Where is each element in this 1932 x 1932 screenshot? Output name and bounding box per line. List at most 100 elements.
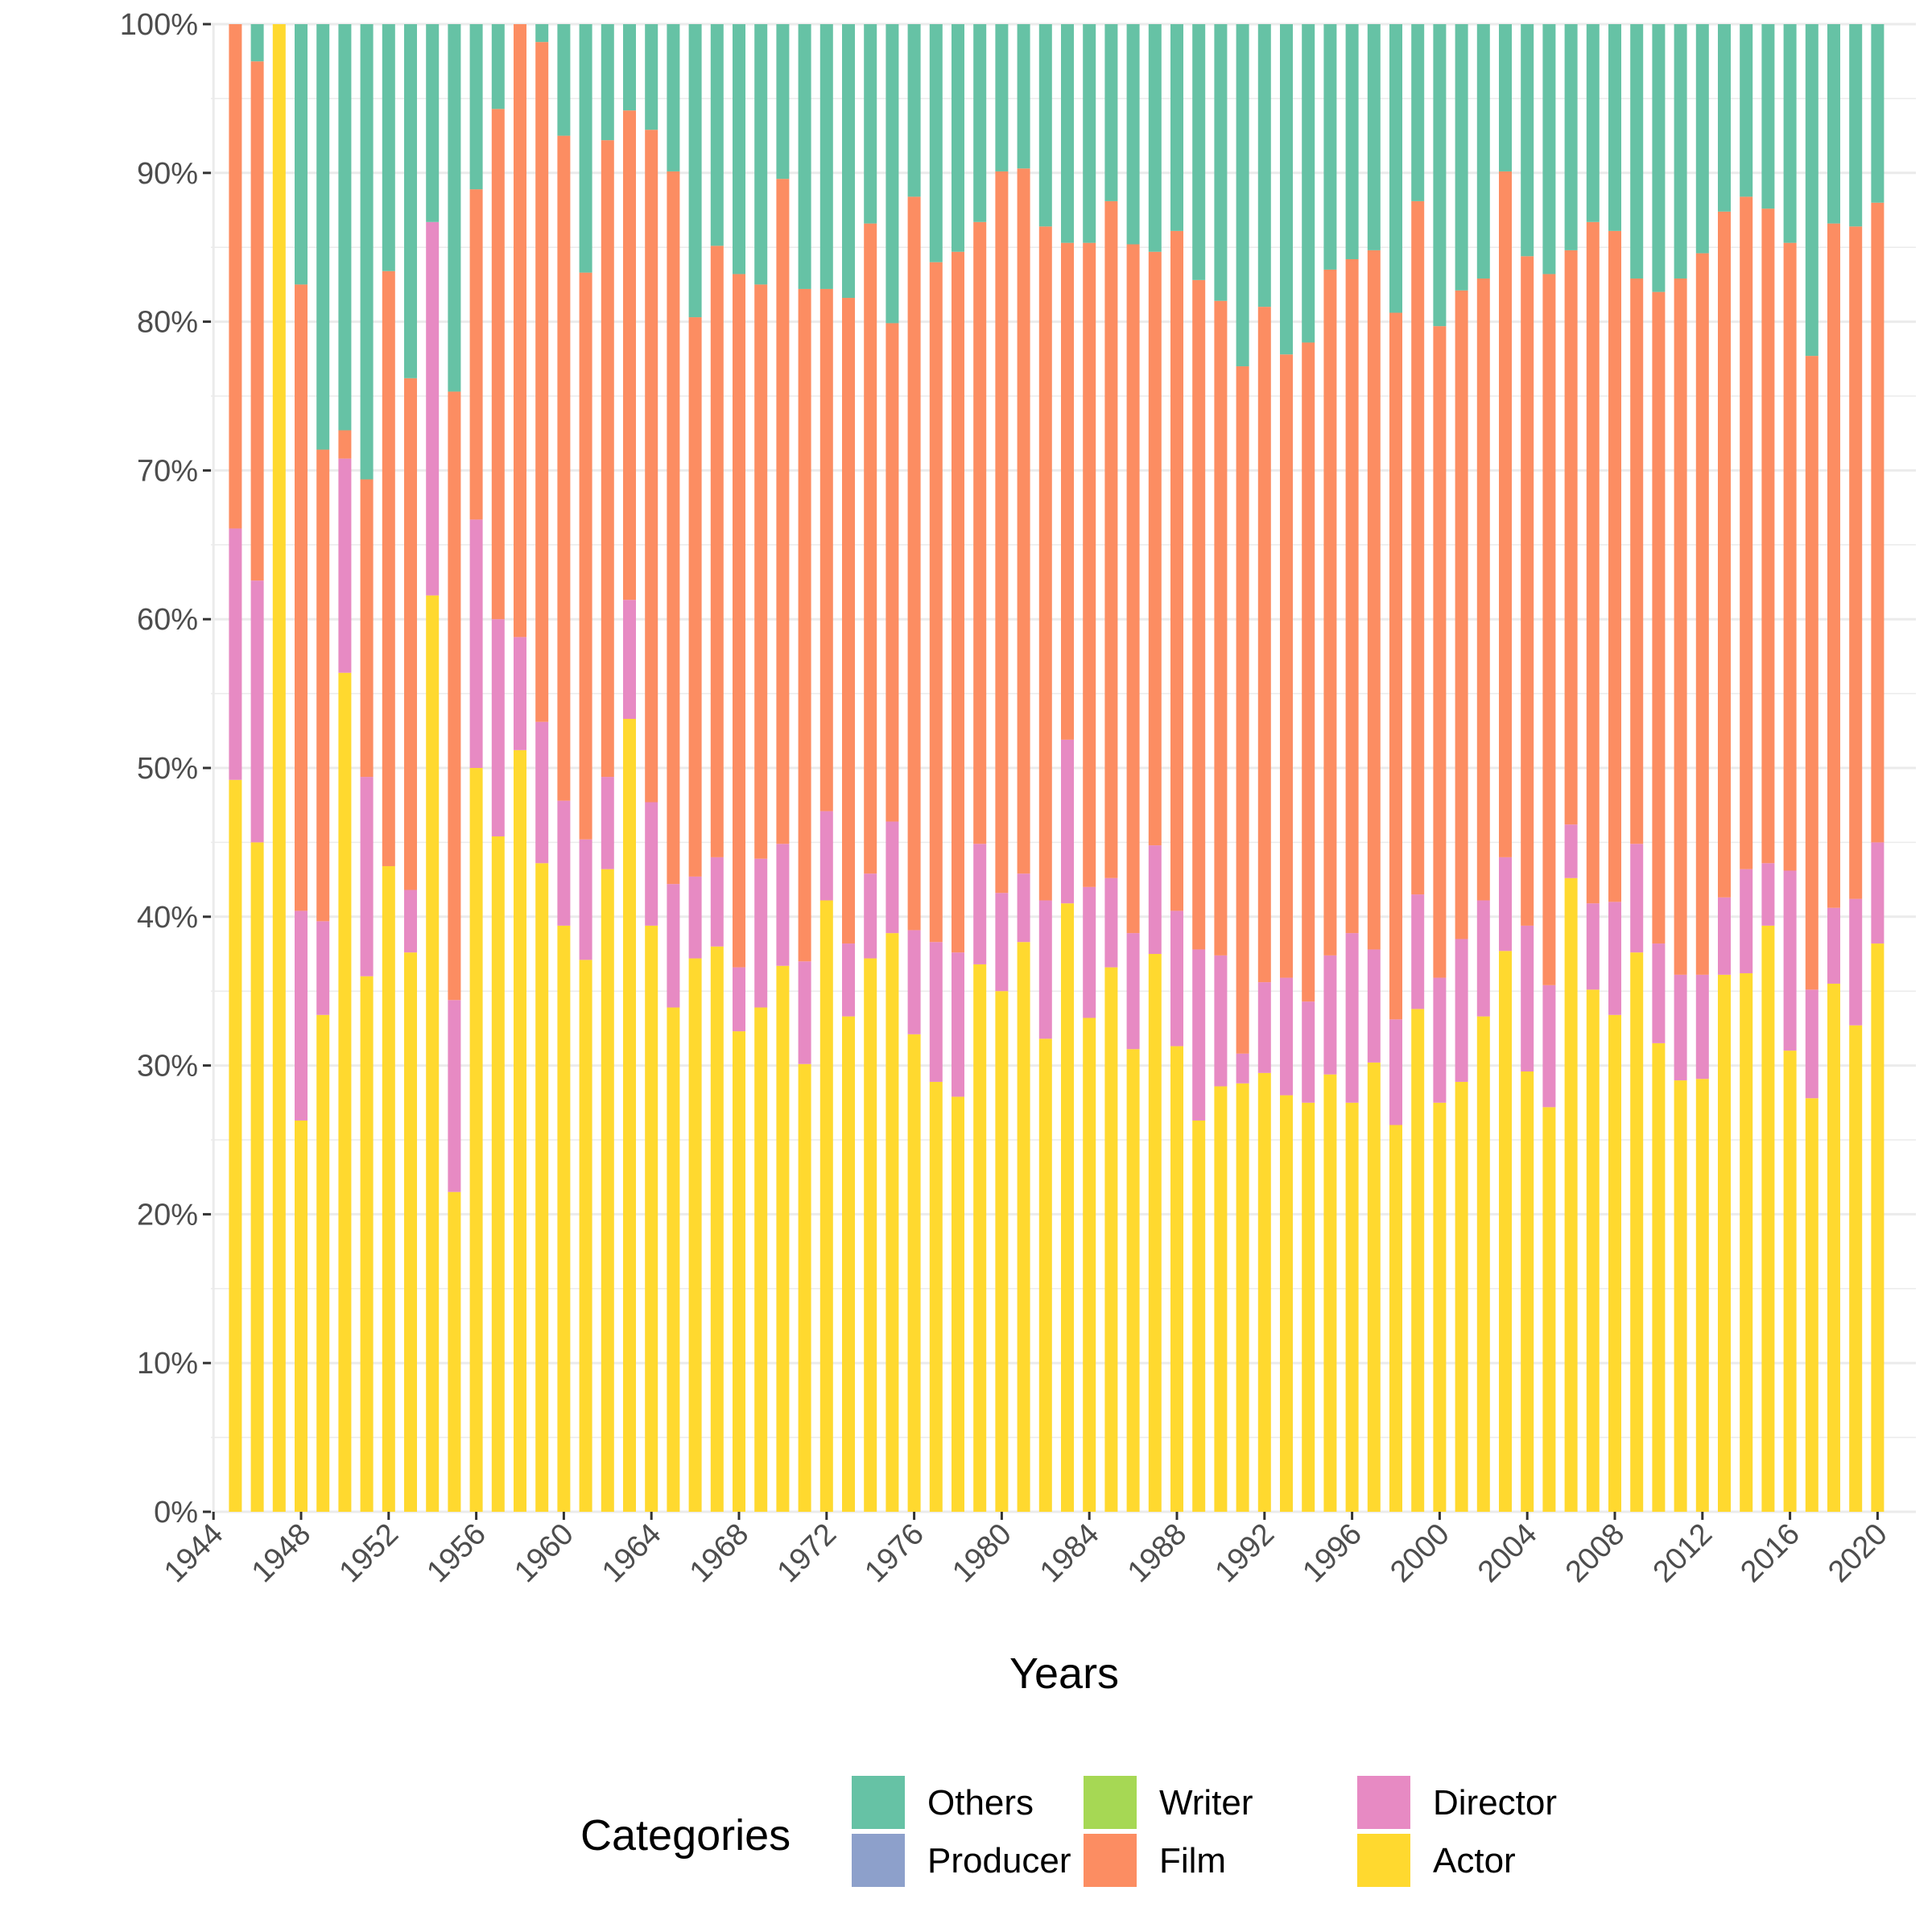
bar-segment-actor xyxy=(1586,989,1600,1512)
x-tick-label: 1976 xyxy=(858,1517,930,1589)
bar-segment-director xyxy=(1586,903,1600,990)
bar-segment-actor xyxy=(1849,1025,1863,1512)
bar-segment-others xyxy=(1499,24,1512,171)
bar-segment-director xyxy=(579,839,592,960)
bar-segment-others xyxy=(1083,24,1096,243)
bar-segment-film xyxy=(819,288,833,811)
bar-segment-director xyxy=(1740,869,1753,974)
bar-segment-actor xyxy=(886,933,899,1512)
x-axis-title: Years xyxy=(1009,1649,1119,1698)
legend-swatch-film xyxy=(1084,1834,1137,1887)
bar-segment-actor xyxy=(1740,973,1753,1512)
bar-segment-film xyxy=(710,246,724,857)
bar-segment-director xyxy=(667,884,680,1008)
bar-segment-director xyxy=(295,910,308,1121)
y-tick-label: 40% xyxy=(137,901,198,935)
bar-segment-director xyxy=(1214,955,1228,1087)
x-tick-label: 2016 xyxy=(1734,1517,1806,1589)
bar-segment-others xyxy=(798,24,811,289)
legend: Categories Others Producer Writer Film Direc… xyxy=(580,1776,1557,1887)
bar-segment-director xyxy=(1148,845,1162,954)
bar-segment-actor xyxy=(1542,1107,1556,1512)
bar-segment-director xyxy=(1652,943,1666,1043)
bar-segment-others xyxy=(776,24,790,180)
bar-segment-others xyxy=(316,24,330,450)
bar-segment-director xyxy=(1170,910,1183,1046)
bar-segment-actor xyxy=(1564,877,1578,1512)
y-tick-label: 90% xyxy=(137,157,198,191)
bar-segment-actor xyxy=(1367,1062,1381,1512)
bar-segment-others xyxy=(886,24,899,324)
bar-segment-others xyxy=(491,24,505,109)
bar-segment-film xyxy=(1104,200,1118,878)
bar-segment-actor xyxy=(469,768,483,1512)
bar-segment-director xyxy=(886,821,899,934)
y-tick-label: 100% xyxy=(120,8,198,42)
bar-segment-others xyxy=(1805,24,1818,357)
bar-segment-others xyxy=(426,24,440,222)
bar-segment-others xyxy=(1740,24,1753,197)
bar-segment-director xyxy=(316,921,330,1015)
bar-segment-film xyxy=(1061,242,1074,740)
bar-segment-actor xyxy=(601,869,614,1512)
x-tick-label: 1972 xyxy=(771,1517,843,1589)
bar-segment-director xyxy=(1630,844,1644,953)
bar-segment-director xyxy=(1192,949,1206,1121)
bar-segment-film xyxy=(1323,269,1337,956)
x-tick-label: 2020 xyxy=(1822,1517,1893,1589)
bar-segment-actor xyxy=(535,863,549,1512)
bar-segment-actor xyxy=(776,965,790,1512)
bar-segment-others xyxy=(645,24,658,130)
bar-segment-others xyxy=(1783,24,1797,243)
bar-segment-film xyxy=(579,272,592,840)
bar-segment-director xyxy=(426,221,440,596)
bar-segment-actor xyxy=(1608,1014,1621,1512)
bar-segment-actor xyxy=(448,1191,461,1512)
bar-segment-director xyxy=(1542,985,1556,1108)
legend-label-director: Director xyxy=(1433,1783,1557,1823)
bar-segment-others xyxy=(1017,24,1030,169)
bar-segment-director xyxy=(1367,949,1381,1063)
bar-segment-director xyxy=(1433,977,1447,1103)
bar-segment-actor xyxy=(667,1007,680,1512)
bar-segment-others xyxy=(1280,24,1293,355)
bar-segment-director xyxy=(1038,900,1052,1039)
bar-segment-director xyxy=(819,811,833,901)
bar-segment-actor xyxy=(1323,1074,1337,1512)
legend-swatch-producer xyxy=(852,1834,905,1887)
y-tick-label: 70% xyxy=(137,454,198,488)
bar-segment-director xyxy=(776,844,790,966)
x-tick-label: 1984 xyxy=(1034,1517,1105,1589)
bar-segment-film xyxy=(1126,244,1140,934)
bar-segment-film xyxy=(601,140,614,778)
bar-segment-director xyxy=(404,890,417,953)
bar-segment-actor xyxy=(733,1031,745,1512)
bar-segment-actor xyxy=(1476,1016,1490,1512)
bar-segment-others xyxy=(1104,24,1118,201)
bar-segment-others xyxy=(1586,24,1600,222)
bar-segment-film xyxy=(295,284,308,911)
bar-segment-director xyxy=(973,844,987,964)
bar-segment-actor xyxy=(1499,951,1512,1512)
bar-segment-others xyxy=(688,24,702,318)
bar-segment-actor xyxy=(864,958,877,1512)
bar-segment-others xyxy=(295,24,308,285)
bar-segment-film xyxy=(404,378,417,890)
bar-segment-film xyxy=(1718,211,1731,898)
bar-segment-actor xyxy=(1652,1042,1666,1512)
bar-segment-film xyxy=(1476,279,1490,901)
bar-segment-actor xyxy=(1104,967,1118,1512)
bar-segment-others xyxy=(995,24,1009,171)
bar-segment-film xyxy=(535,42,549,722)
legend-label-producer: Producer xyxy=(927,1841,1071,1880)
bar-segment-film xyxy=(1740,196,1753,869)
bar-segment-director xyxy=(360,777,374,976)
bar-segment-actor xyxy=(952,1096,964,1512)
bar-segment-others xyxy=(907,24,921,197)
bar-segment-others xyxy=(535,24,549,43)
bar-segment-film xyxy=(1345,258,1359,934)
bar-segment-others xyxy=(819,24,833,289)
bar-segment-others xyxy=(601,24,614,141)
bar-segment-actor xyxy=(710,946,724,1512)
y-tick-label: 0% xyxy=(154,1496,198,1530)
